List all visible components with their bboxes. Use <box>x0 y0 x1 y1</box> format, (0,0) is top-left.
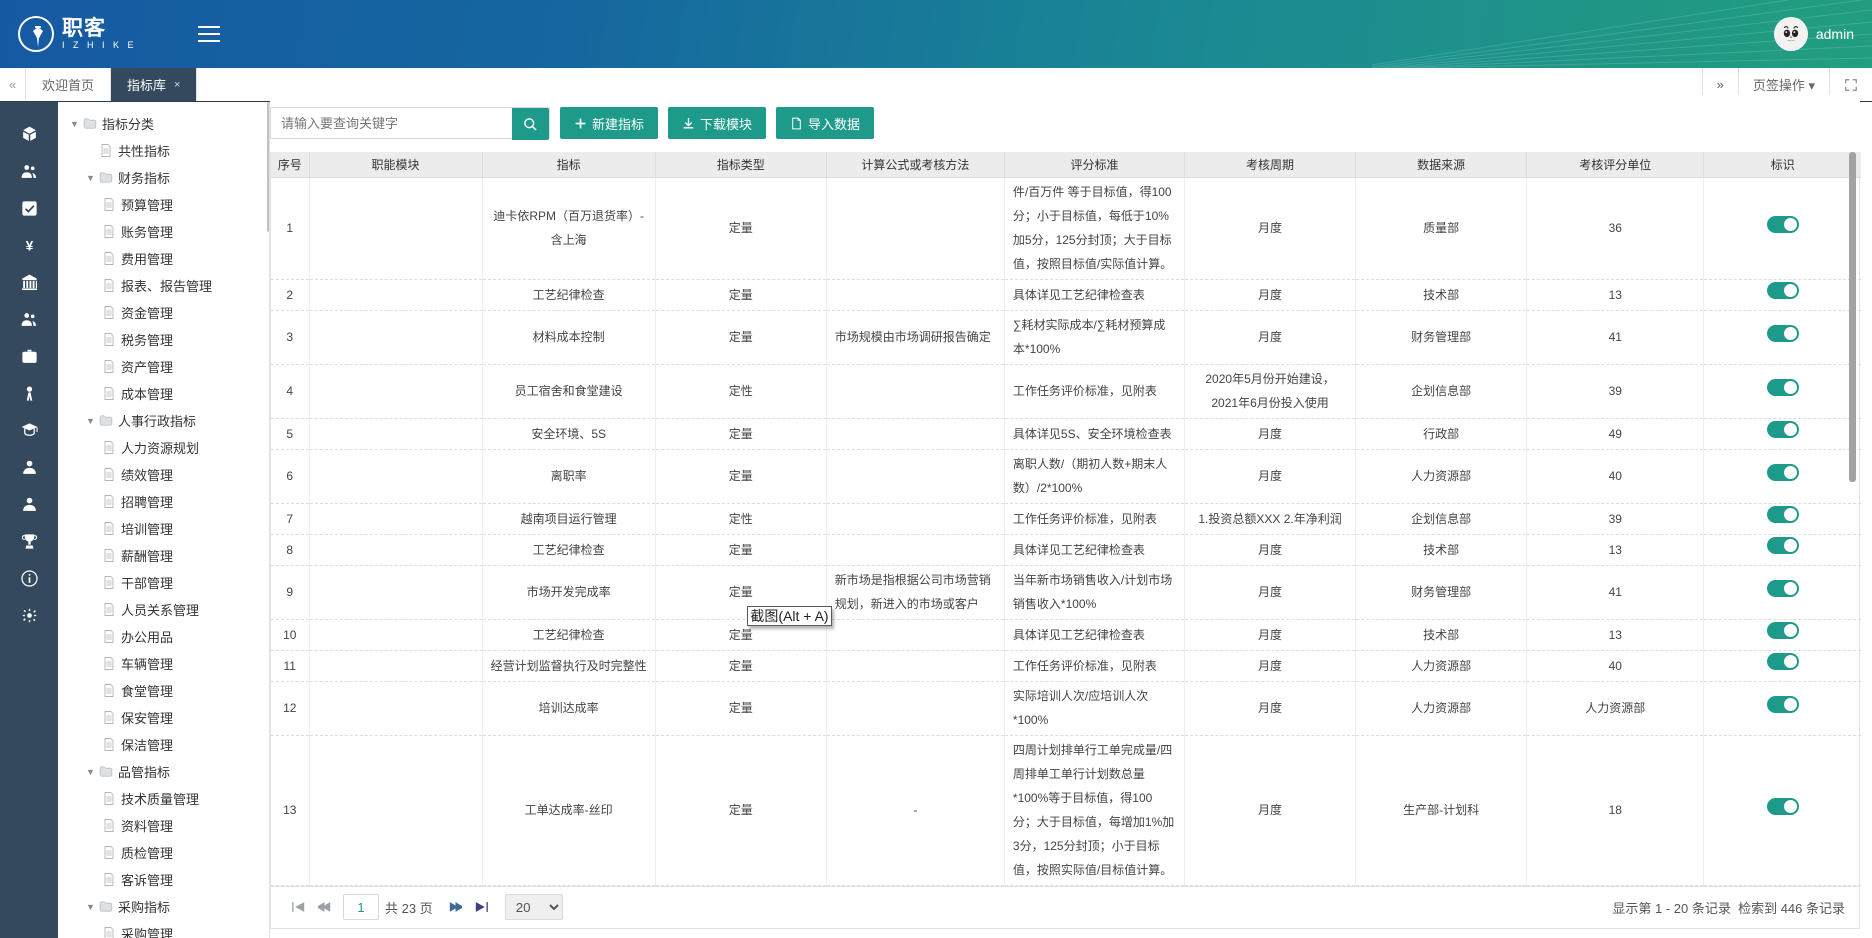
svg-text:¥: ¥ <box>25 238 33 253</box>
